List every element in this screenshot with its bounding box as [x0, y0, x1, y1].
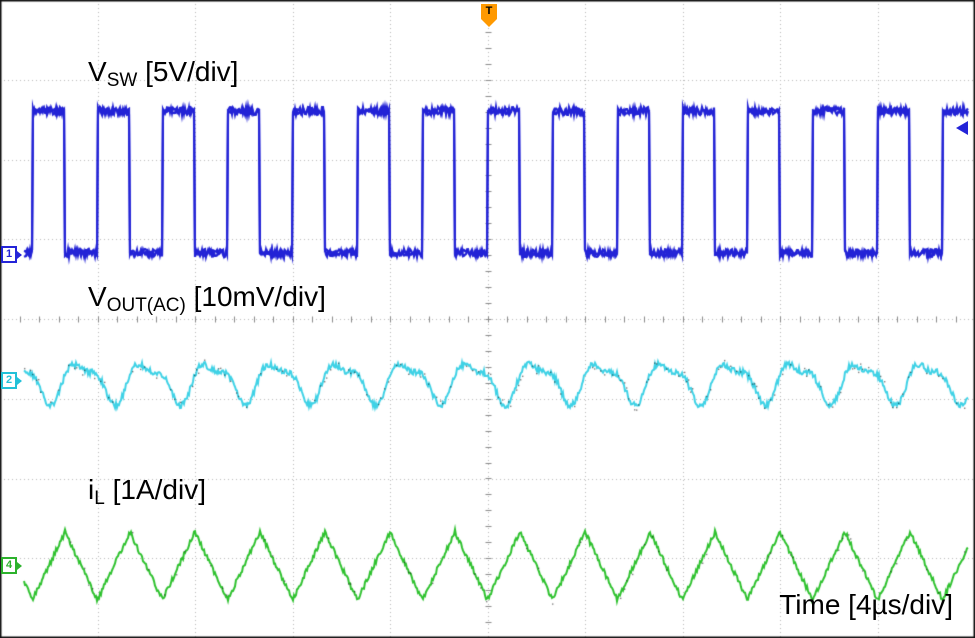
channel-1-marker: 1 — [1, 246, 22, 263]
label-vout: VOUT(AC) [10mV/div] — [88, 281, 326, 317]
channel-4-marker: 4 — [1, 557, 22, 574]
channel-2-marker: 2 — [1, 372, 22, 389]
label-vout-scale: [10mV/div] — [185, 281, 326, 312]
label-vsw-subscript: SW — [106, 70, 138, 91]
label-vsw: VSW [5V/div] — [88, 56, 238, 92]
label-vout-subscript: OUT(AC) — [106, 295, 186, 316]
label-il: iL [1A/div] — [88, 474, 206, 510]
label-il-scale: [1A/div] — [104, 474, 206, 505]
label-vsw-scale: [5V/div] — [137, 56, 239, 87]
label-il-subscript: L — [94, 488, 105, 509]
trigger-position-marker: T — [481, 4, 497, 27]
label-vout-symbol: V — [88, 281, 107, 312]
trigger-level-arrow-icon — [956, 121, 968, 135]
label-vsw-symbol: V — [88, 56, 107, 87]
trigger-t-icon: T — [481, 4, 497, 19]
label-il-symbol: i — [88, 474, 95, 505]
label-timebase: Time [4µs/div] — [779, 589, 953, 620]
trigger-arrow-icon — [481, 19, 497, 27]
